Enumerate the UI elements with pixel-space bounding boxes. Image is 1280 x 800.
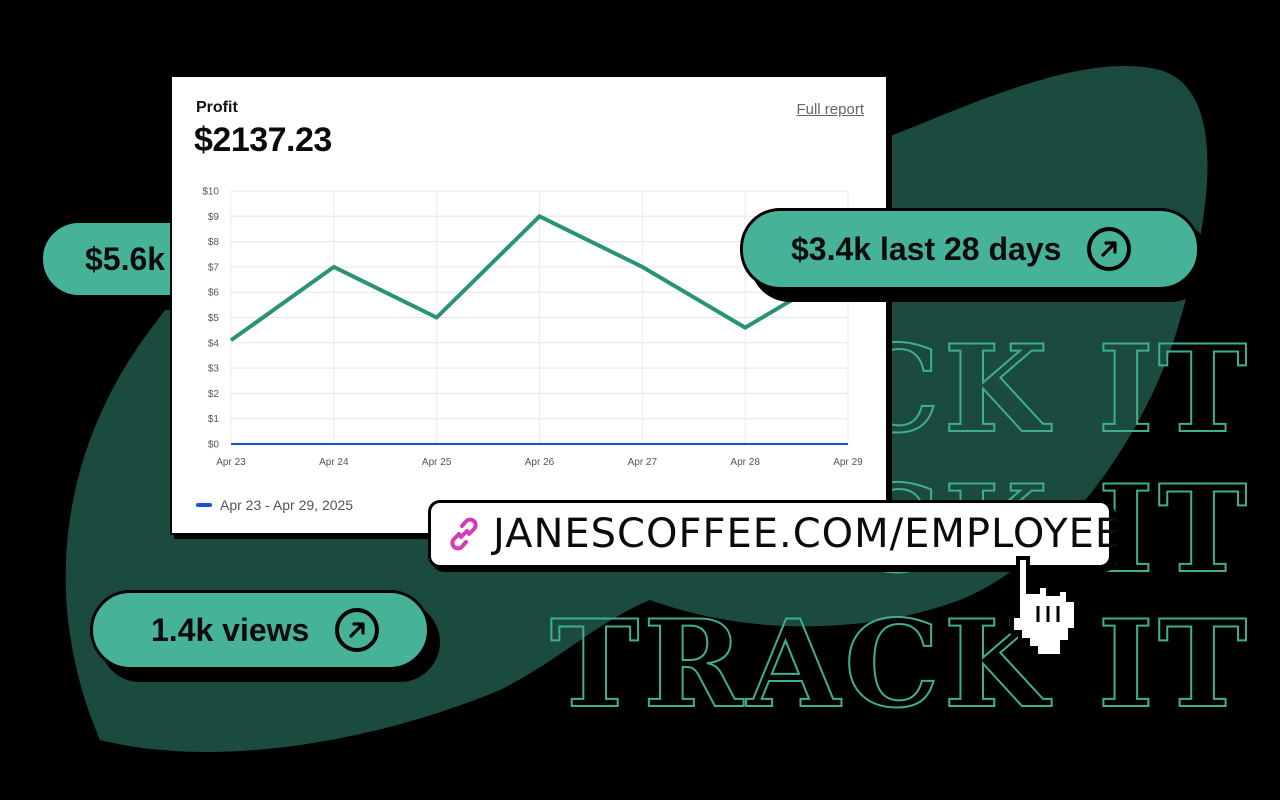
x-tick-label: Apr 28	[730, 457, 760, 468]
x-tick-label: Apr 24	[319, 457, 349, 468]
revenue-pill-left-label: $5.6k	[85, 240, 166, 277]
link-icon	[445, 515, 483, 553]
x-tick-label: Apr 27	[628, 457, 658, 468]
y-tick-label: $9	[208, 212, 220, 223]
url-text: JANESCOFFEE.COM/EMPLOYEE	[493, 511, 1122, 557]
y-tick-label: $5	[208, 313, 220, 324]
y-tick-label: $10	[202, 187, 219, 198]
legend-swatch	[196, 503, 212, 507]
profit-value: $2137.23	[194, 121, 332, 159]
y-tick-label: $7	[208, 262, 220, 273]
track-it-text-3: TRACK IT	[549, 594, 1252, 735]
revenue-pill-right-label: $3.4k last 28 days	[791, 230, 1062, 267]
x-tick-label: Apr 29	[833, 457, 863, 468]
y-tick-label: $1	[208, 414, 220, 425]
x-tick-label: Apr 26	[525, 457, 555, 468]
profit-chart: $0 $1 $2 $3 $4 $5 $6 $7 $8 $9 $10 Apr 23 Apr 24 Apr 2…	[202, 187, 863, 469]
y-tick-label: $3	[208, 364, 220, 375]
y-tick-label: $8	[208, 237, 220, 248]
views-pill[interactable]: 1.4k views	[90, 590, 430, 670]
arrow-up-right-icon	[335, 608, 380, 652]
y-tick-label: $6	[208, 288, 220, 299]
y-tick-label: $2	[208, 389, 220, 400]
arrow-up-right-icon	[1087, 227, 1132, 271]
y-tick-label: $0	[208, 440, 220, 451]
revenue-pill-right[interactable]: $3.4k last 28 days	[740, 208, 1200, 290]
profit-card: Profit $2137.23 Full report $0 $1 $2 $3 $4 $5…	[170, 75, 888, 535]
legend-label: Apr 23 - Apr 29, 2025	[220, 497, 354, 513]
y-tick-label: $4	[208, 338, 220, 349]
full-report-link[interactable]: Full report	[796, 101, 864, 118]
views-pill-label: 1.4k views	[151, 611, 310, 648]
url-bar[interactable]: JANESCOFFEE.COM/EMPLOYEE	[428, 500, 1120, 568]
x-tick-label: Apr 23	[216, 457, 246, 468]
x-tick-label: Apr 25	[422, 457, 452, 468]
chart-legend: Apr 23 - Apr 29, 2025	[196, 497, 353, 513]
profit-label: Profit	[196, 99, 238, 116]
pointer-hand-icon	[1010, 556, 1078, 658]
